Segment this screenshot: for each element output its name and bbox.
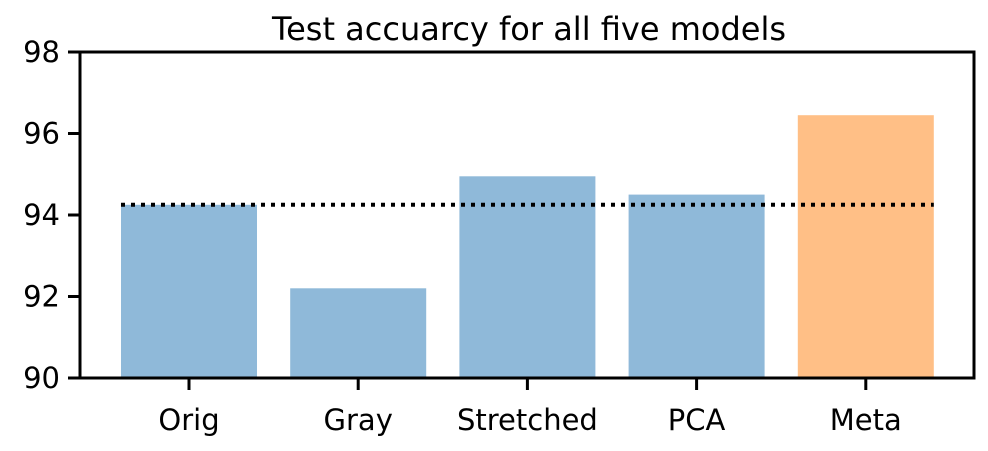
bars-group [121,115,934,378]
bar-pca [628,194,765,378]
y-tick-label: 92 [23,280,60,314]
x-axis: Orig Gray Stretched PCA Meta [158,378,902,437]
bar-gray [290,288,427,378]
x-tick-label: PCA [668,403,726,437]
y-axis: 90 92 94 96 98 [23,35,80,395]
y-tick-label: 96 [23,117,60,151]
chart-title: Test accuarcy for all five models [271,10,786,48]
x-tick-label: Gray [324,403,393,437]
x-tick-label: Stretched [457,403,598,437]
x-tick-label: Meta [830,403,902,437]
y-tick-label: 90 [23,361,60,395]
bar-meta [797,115,934,378]
bar-stretched [459,176,596,378]
y-tick-label: 94 [23,198,60,232]
y-tick-label: 98 [23,35,60,69]
bar-orig [121,204,257,378]
x-tick-label: Orig [158,403,219,437]
